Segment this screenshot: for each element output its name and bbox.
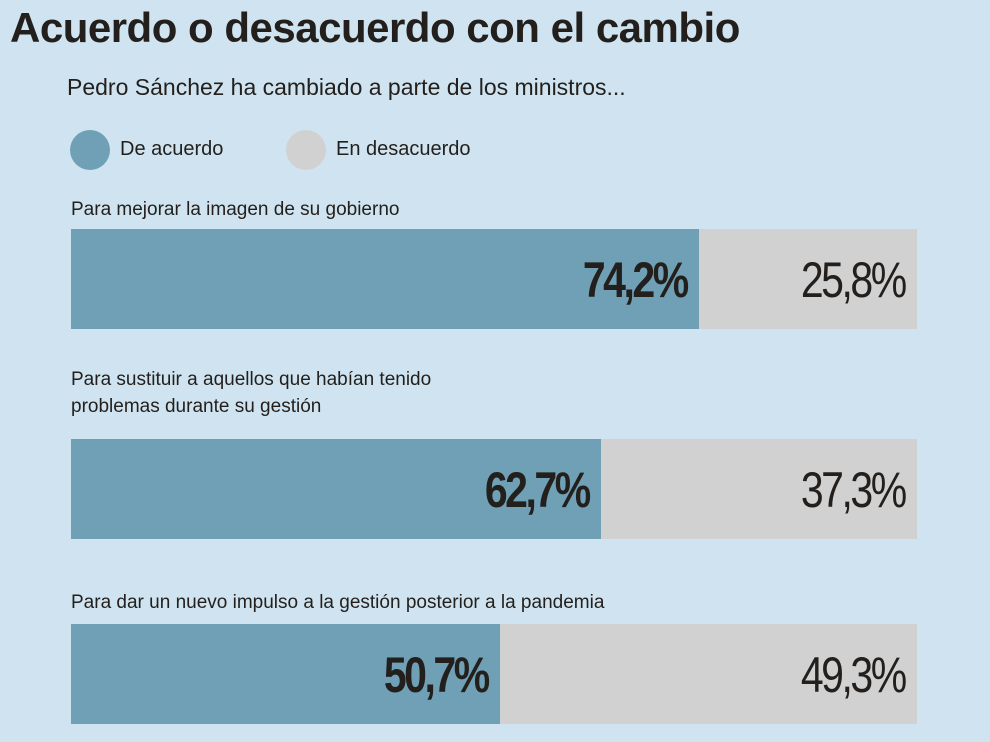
bar-row: 62,7% 37,3% — [71, 439, 917, 539]
chart-title: Acuerdo o desacuerdo con el cambio — [10, 4, 740, 51]
legend-swatch-disagree — [286, 130, 326, 170]
bar-segment-agree — [71, 439, 601, 539]
question-label: Para dar un nuevo impulso a la gestión p… — [71, 592, 605, 613]
question-label: Para mejorar la imagen de su gobierno — [71, 199, 400, 220]
bar-segment-disagree — [699, 229, 917, 329]
bar-row: 50,7% 49,3% — [71, 624, 917, 724]
legend: De acuerdo En desacuerdo — [70, 130, 570, 170]
bar-row: 74,2% 25,8% — [71, 229, 917, 329]
bar-segment-agree — [71, 624, 500, 724]
value-label-agree: 74,2% — [583, 252, 689, 308]
legend-swatch-agree — [70, 130, 110, 170]
value-label-agree: 62,7% — [485, 462, 591, 518]
value-label-disagree: 25,8% — [801, 252, 907, 308]
bar-segment-agree — [71, 229, 699, 329]
legend-label-agree: De acuerdo — [120, 138, 224, 160]
value-label-agree: 50,7% — [384, 647, 490, 703]
value-label-disagree: 37,3% — [801, 462, 907, 518]
value-label-disagree: 49,3% — [801, 647, 907, 703]
chart-subtitle: Pedro Sánchez ha cambiado a parte de los… — [67, 74, 626, 100]
bar-segment-disagree — [601, 439, 917, 539]
bar-segment-disagree — [500, 624, 917, 724]
question-label: Para sustituir a aquellos que habían ten… — [71, 369, 432, 417]
legend-label-disagree: En desacuerdo — [336, 138, 471, 160]
